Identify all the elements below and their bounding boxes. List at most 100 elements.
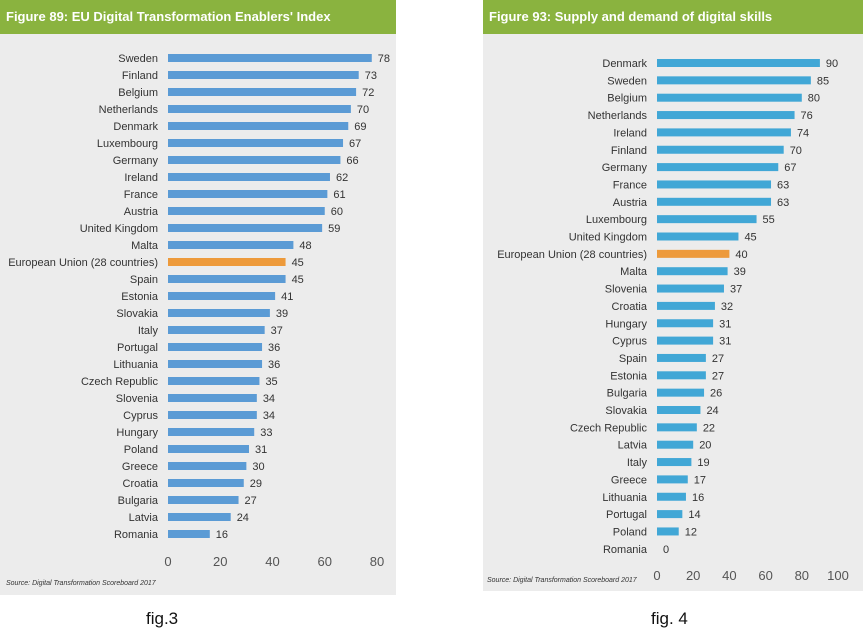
data-label: 61 <box>333 189 345 201</box>
bar <box>168 394 257 402</box>
data-label: 45 <box>744 232 756 244</box>
category-label: Denmark <box>602 58 647 70</box>
category-label: Cyprus <box>612 336 647 348</box>
bar <box>168 156 341 164</box>
bar <box>657 353 706 362</box>
data-label: 26 <box>710 388 722 400</box>
category-label: European Union (28 countries) <box>497 249 647 261</box>
bar <box>168 105 351 113</box>
bar-chart-figure-89: Sweden 78 Finland 73 Belgium 72 Netherlands 70 D… <box>8 53 390 569</box>
figure-caption-fig-4: fig. 4 <box>651 609 688 628</box>
chart-panel-figure-93: Figure 93: Supply and demand of digital … <box>483 0 863 591</box>
bar <box>657 163 779 172</box>
data-label: 27 <box>712 370 724 382</box>
bar <box>168 122 349 130</box>
bar <box>657 111 795 120</box>
bar-chart-figure-93: Denmark 90 Sweden 85 Belgium 80 Netherlands 76 I… <box>497 58 849 583</box>
category-label: Poland <box>124 444 158 456</box>
data-label: 55 <box>763 214 775 226</box>
bar <box>657 423 697 432</box>
bar <box>657 440 694 449</box>
bar <box>657 180 772 189</box>
bar <box>657 492 686 501</box>
category-label: Hungary <box>605 318 647 330</box>
bar <box>168 496 239 504</box>
category-label: Malta <box>620 266 648 278</box>
x-tick-label: 40 <box>265 554 279 569</box>
data-label: 45 <box>292 257 304 269</box>
bar <box>168 207 325 215</box>
category-label: Sweden <box>607 75 647 87</box>
data-label: 27 <box>712 353 724 365</box>
x-tick-label: 60 <box>318 554 332 569</box>
bar <box>657 458 692 467</box>
category-label: Ireland <box>613 127 647 139</box>
figure-caption-fig-3: fig.3 <box>146 609 179 628</box>
data-label: 63 <box>777 197 789 209</box>
data-label: 59 <box>328 223 340 235</box>
chart-source: Source: Digital Transformation Scoreboar… <box>6 580 156 587</box>
category-label: Estonia <box>610 370 648 382</box>
bar <box>657 371 706 380</box>
category-label: Poland <box>613 526 647 538</box>
category-label: Sweden <box>118 53 158 65</box>
data-label: 67 <box>349 138 361 150</box>
data-label: 16 <box>692 492 704 504</box>
bar <box>657 215 757 224</box>
category-label: Romania <box>603 544 648 556</box>
category-label: Spain <box>619 353 647 365</box>
bar <box>168 190 328 198</box>
category-label: Romania <box>114 529 159 541</box>
category-label: European Union (28 countries) <box>8 257 158 269</box>
data-label: 70 <box>357 104 369 116</box>
bar <box>657 406 701 414</box>
data-label: 48 <box>299 240 311 252</box>
bar <box>168 428 255 436</box>
data-label: 39 <box>276 308 288 320</box>
category-label: Slovenia <box>116 393 159 405</box>
data-label: 22 <box>703 422 715 434</box>
category-label: Germany <box>113 155 159 167</box>
bar <box>657 59 820 67</box>
category-label: Italy <box>138 325 159 337</box>
x-tick-label: 40 <box>722 568 736 583</box>
bar <box>657 93 802 102</box>
category-label: Croatia <box>612 301 648 313</box>
data-label: 33 <box>260 427 272 439</box>
data-label: 36 <box>268 342 280 354</box>
category-label: France <box>124 189 158 201</box>
category-label: Finland <box>611 145 647 157</box>
bar <box>657 267 728 276</box>
category-label: Spain <box>130 274 158 286</box>
x-tick-label: 20 <box>686 568 700 583</box>
data-label: 24 <box>706 405 718 417</box>
category-label: Czech Republic <box>570 422 648 434</box>
category-label: Malta <box>131 240 159 252</box>
bar <box>657 145 784 154</box>
data-label: 62 <box>336 172 348 184</box>
bar <box>657 249 730 258</box>
x-tick-label: 20 <box>213 554 227 569</box>
data-label: 69 <box>354 121 366 133</box>
category-label: Greece <box>611 474 647 486</box>
category-label: Cyprus <box>123 410 158 422</box>
category-label: Lithuania <box>113 359 159 371</box>
data-label: 0 <box>663 544 669 556</box>
category-label: Slovenia <box>605 284 648 296</box>
category-label: Luxembourg <box>97 138 158 150</box>
data-label: 60 <box>331 206 343 218</box>
category-label: Belgium <box>118 87 158 99</box>
x-tick-label: 0 <box>653 568 660 583</box>
category-label: Bulgaria <box>118 495 159 507</box>
category-label: Austria <box>124 206 159 218</box>
chart-title: Figure 89: EU Digital Transformation Ena… <box>0 0 396 34</box>
category-label: Netherlands <box>588 110 648 122</box>
category-label: Portugal <box>606 509 647 521</box>
category-label: Czech Republic <box>81 376 159 388</box>
bar <box>168 88 357 96</box>
bar <box>657 197 772 206</box>
data-label: 37 <box>271 325 283 337</box>
data-label: 90 <box>826 58 838 70</box>
x-tick-label: 60 <box>758 568 772 583</box>
category-label: Ireland <box>124 172 158 184</box>
